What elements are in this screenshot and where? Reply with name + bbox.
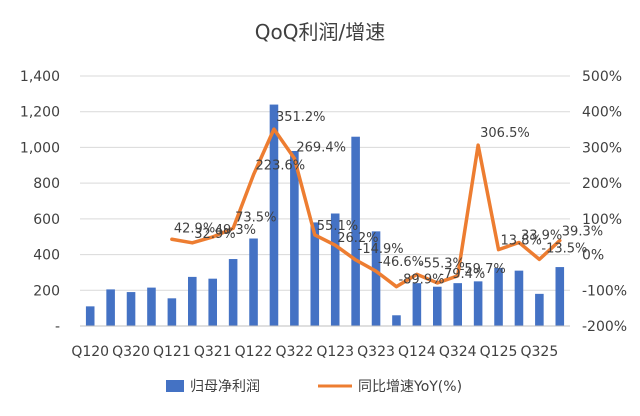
bar xyxy=(494,267,503,326)
data-label: -46.6% xyxy=(378,255,424,270)
data-label: 306.5% xyxy=(480,126,530,141)
bar-series xyxy=(85,104,565,326)
data-label: -55.3% xyxy=(419,256,465,271)
chart-title: QoQ利润/增速 xyxy=(255,20,385,44)
right-tick-label: 100% xyxy=(582,212,622,228)
left-tick-label: 800 xyxy=(33,176,60,192)
bar xyxy=(228,259,238,326)
bar xyxy=(453,283,462,326)
bar xyxy=(167,298,177,326)
data-label: 49.3% xyxy=(215,223,256,238)
right-tick-label: 0% xyxy=(582,248,604,264)
bar xyxy=(126,292,136,326)
data-label: 13.8% xyxy=(501,234,542,249)
bar xyxy=(433,286,442,326)
data-label: -14.9% xyxy=(358,242,404,257)
legend-bar-label: 归母净利润 xyxy=(190,378,260,395)
left-tick-label: 1,200 xyxy=(20,105,60,121)
right-tick-label: 400% xyxy=(582,105,622,121)
bar xyxy=(269,104,279,326)
x-tick-label: Q121 xyxy=(153,344,191,360)
bar xyxy=(351,136,360,326)
data-label: 32.9% xyxy=(194,227,235,242)
bar xyxy=(555,267,565,326)
bar xyxy=(147,287,156,326)
bar xyxy=(392,315,401,326)
legend-line-label: 同比增速YoY(%) xyxy=(358,379,462,395)
gridlines xyxy=(80,75,570,327)
x-tick-label: Q122 xyxy=(235,344,273,360)
right-tick-label: 200% xyxy=(582,176,622,192)
right-tick-label: 500% xyxy=(582,69,622,85)
data-label: -13.5% xyxy=(541,241,587,256)
bar xyxy=(371,231,381,326)
bar xyxy=(85,306,95,326)
x-tick-label: Q125 xyxy=(480,344,518,360)
bar xyxy=(249,238,258,326)
left-tick-label: 1,000 xyxy=(20,140,60,156)
x-tick-label: Q123 xyxy=(316,344,354,360)
x-tick-label: Q120 xyxy=(71,344,109,360)
x-tick-label: Q320 xyxy=(112,344,150,360)
right-tick-label: -100% xyxy=(582,283,627,299)
bar xyxy=(188,276,197,326)
right-tick-label: 300% xyxy=(582,140,622,156)
x-tick-label: Q321 xyxy=(194,344,232,360)
left-tick-label: 600 xyxy=(33,212,60,228)
bar xyxy=(310,222,320,326)
x-tick-label: Q323 xyxy=(357,344,395,360)
data-label: -59.7% xyxy=(460,262,506,277)
bar xyxy=(473,281,483,326)
data-label: 42.9% xyxy=(174,221,215,236)
right-axis: -200% -100% 0% 100% 200% 300% 400% 500% xyxy=(582,69,627,335)
x-tick-label: Q324 xyxy=(439,344,477,360)
x-tick-label: Q124 xyxy=(398,344,436,360)
bar xyxy=(412,283,422,326)
left-tick-label: 200 xyxy=(33,283,60,299)
legend-bar-swatch xyxy=(166,380,184,392)
x-axis: Q120 Q320 Q121 Q321 Q122 Q322 Q123 Q323 Q124 Q324… xyxy=(71,325,570,360)
data-label: 269.4% xyxy=(296,140,346,155)
data-label: 223.6% xyxy=(256,159,306,174)
legend: 归母净利润 同比增速YoY(%) xyxy=(166,378,462,395)
bar xyxy=(535,293,544,326)
x-tick-label: Q322 xyxy=(276,344,314,360)
data-label: 351.2% xyxy=(276,110,326,125)
left-tick-label: 400 xyxy=(33,248,60,264)
bar xyxy=(106,289,115,326)
bar xyxy=(514,270,524,326)
data-labels: 42.9%32.9%49.3%73.5% 223.6% 351.2% 269.4% 55… xyxy=(174,110,603,288)
yoy-line xyxy=(170,127,562,289)
data-label: 55.1% xyxy=(317,219,358,234)
data-label: -89.9% xyxy=(398,273,444,288)
left-axis: - 200 400 600 800 1,000 1,200 1,400 xyxy=(20,69,60,335)
right-tick-label: -200% xyxy=(582,319,627,335)
bar xyxy=(290,151,299,326)
x-tick-label: Q325 xyxy=(521,344,559,360)
bar xyxy=(330,213,340,326)
left-tick-label: 1,400 xyxy=(20,69,60,85)
bar xyxy=(208,278,217,326)
data-label: 73.5% xyxy=(235,210,276,225)
line-series xyxy=(170,127,562,289)
data-label: 39.3% xyxy=(562,225,603,240)
data-label: -79.4% xyxy=(439,267,485,282)
data-label: 33.9% xyxy=(521,228,562,243)
left-tick-label: - xyxy=(55,319,60,335)
data-label: 26.2% xyxy=(337,231,378,246)
